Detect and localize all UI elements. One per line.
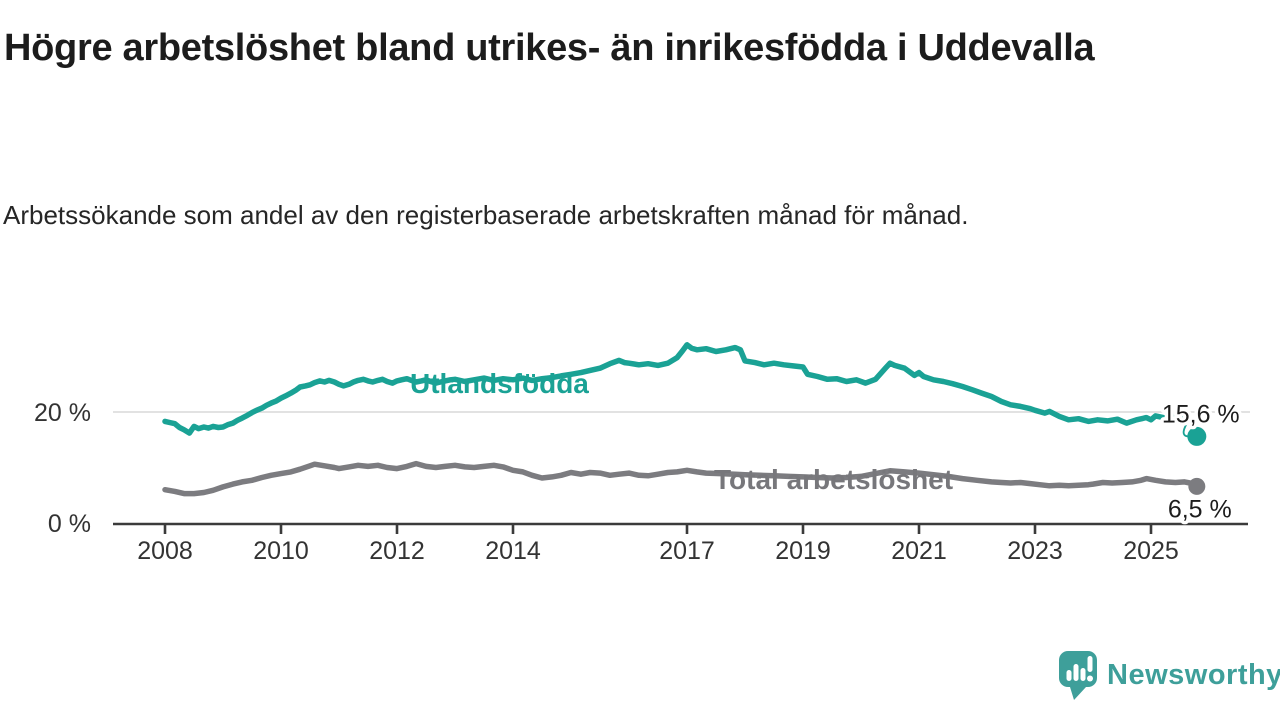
- x-tick-label-2008: 2008: [137, 537, 193, 565]
- x-tick-label-2021: 2021: [891, 537, 947, 565]
- x-tick-label-2023: 2023: [1007, 537, 1063, 565]
- chart-subtitle: Arbetssökande som andel av den registerb…: [3, 200, 969, 230]
- end-dot-leader: [1182, 418, 1191, 438]
- y-tick-label-20: 20 %: [34, 399, 91, 427]
- x-axis-labels: 2008 2010 2012 2014 2017 2019 2021 2023 2025: [137, 537, 1179, 565]
- chart-title: Högre arbetslöshet bland utrikes- än inr…: [4, 27, 1095, 69]
- end-dot-utlandsfodda: [1187, 426, 1207, 446]
- y-tick-label-0: 0 %: [48, 510, 91, 538]
- x-tick-label-2014: 2014: [485, 537, 541, 565]
- y-axis-labels: 0 % 20 %: [34, 399, 91, 538]
- x-tick-label-2025: 2025: [1123, 537, 1179, 565]
- series-label: Utlandsfödda: [410, 368, 589, 399]
- x-tick-label-2012: 2012: [369, 537, 425, 565]
- x-tick-label-2019: 2019: [775, 537, 831, 565]
- x-tick-label-2017: 2017: [659, 537, 715, 565]
- series-lines: [162, 342, 1193, 497]
- newsworthy-logo-text: Newsworthy: [1107, 659, 1280, 691]
- series-label: Total arbetslöshet: [714, 464, 953, 495]
- end-value-label: 15,6 %: [1162, 400, 1240, 428]
- x-tick-label-2010: 2010: [253, 537, 309, 565]
- x-axis: [113, 522, 1248, 534]
- newsworthy-logo-mark: [1059, 651, 1097, 700]
- series-line-total: [162, 460, 1193, 497]
- series-line-utlandsfodda: [162, 342, 1193, 436]
- end-dot-total: [1188, 477, 1206, 495]
- series-annotations: Utlandsfödda 15,6 % Total arbetslöshet 6,5 …: [410, 368, 1243, 527]
- end-value-label: 6,5 %: [1168, 495, 1232, 523]
- bar-chart-exclamation-icon: [1066, 656, 1093, 682]
